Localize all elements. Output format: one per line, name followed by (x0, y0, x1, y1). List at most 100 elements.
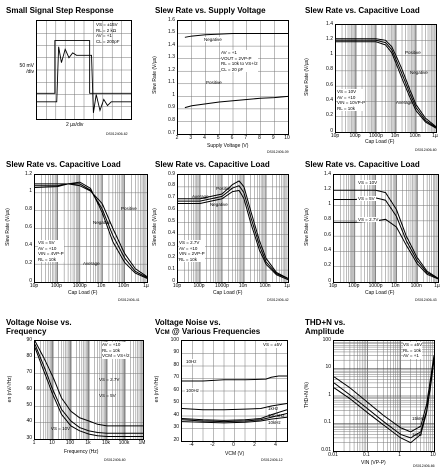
grid-lines (178, 175, 288, 282)
y-tick-label: 0.8 (168, 116, 175, 123)
x-tick-label: 0 (232, 442, 235, 448)
y-tick-label: 90 (173, 349, 179, 355)
y-tick-label: 1.2 (326, 35, 333, 42)
series-line-vs-10v (334, 189, 438, 279)
condition-line: AV = +10 (179, 245, 198, 251)
condition-line: VS = ±5V (263, 342, 283, 347)
y-tick-label: 60 (26, 385, 32, 392)
x-tick-label: 4 (203, 135, 206, 141)
condition-line: VIN = 4VP-P (38, 251, 64, 256)
y-tick-label: 0.01 (321, 446, 331, 453)
panel-thd-vs-amplitude: THD+N vs. Amplitude THD+N (%) VIN (VP-P)… (304, 318, 445, 473)
x-axis-label: Cap Load (F) (365, 139, 395, 145)
title-rest: @ Various Frequencies (169, 327, 261, 336)
condition-line: AV = +10 (102, 342, 121, 347)
series-line-other (334, 360, 434, 444)
condition-line: AV = +10 (38, 245, 57, 251)
x-tick-label: 1µ (434, 283, 440, 289)
label-positive: Positive (206, 80, 222, 85)
condition-line: VOUT = 2VP-P (221, 55, 252, 61)
condition-line: RL = 2 kΩ (96, 27, 117, 33)
conditions-box: VS = 2.7V AV = +10 VIN = 2VP-P RL = 10k (179, 240, 205, 262)
y-tick-label: 100 (322, 336, 331, 343)
x-axis-label: VIN (VP-P) (361, 460, 386, 466)
condition-line: RL = 10k (179, 256, 197, 262)
conditions-box: VS = 10V AV = +10 VIN = 10VP-P RL = 10k (337, 89, 366, 111)
x-tick-label: 0.1 (362, 452, 370, 458)
condition-line: VIN = 10VP-P (337, 100, 366, 105)
y-tick-label: 80 (173, 361, 179, 368)
y-tick-label: 10 (325, 364, 331, 370)
series-line-vs-2-7v (334, 218, 438, 280)
x-tick-label: 5 (216, 135, 220, 141)
x-tick-label: 1000p (215, 283, 229, 289)
condition-line: AV = +1 (221, 50, 237, 55)
figure-code: DS012406-62 (106, 132, 128, 136)
label-average: Average (396, 100, 413, 105)
x-tick-label: -4 (189, 442, 194, 448)
panel-title: THD+N vs. Amplitude (305, 318, 346, 336)
condition-line: AV = +1 (96, 33, 112, 38)
panel-noise-vs-vcm: Voltage Noise vs. VCM @ Various Frequenc… (154, 318, 300, 473)
noise-vcm-chart (182, 341, 287, 441)
panel-title: Small Signal Step Response (6, 6, 114, 15)
grid-lines (178, 21, 288, 134)
y-tick-label: 30 (173, 424, 179, 430)
y-tick-label: 0.7 (168, 194, 175, 201)
series-line-15khz (334, 355, 434, 433)
y-axis-label: Slew Rate (V/µs) (5, 208, 11, 246)
y-tick-label: 0 (29, 277, 32, 284)
x-tick-label: 100p (193, 283, 205, 289)
y-tick-label: 0.8 (326, 66, 333, 73)
plot-area (36, 20, 132, 120)
condition-line: AV = +10 (337, 94, 356, 100)
x-tick-label: 10k (101, 440, 111, 446)
grid-lines (336, 25, 436, 132)
condition-line: CL = 200pF (96, 38, 120, 44)
x-tick-label: 100n (409, 133, 421, 139)
label-average: Average (192, 194, 209, 199)
y-tick-label: 1 (330, 51, 333, 58)
title-cm: CM (160, 330, 170, 336)
x-tick-label: 10 (430, 452, 436, 458)
y-tick-label: 1 (172, 91, 175, 98)
x-tick-label: 100 (65, 440, 75, 446)
figure-code: DS012406-60 (104, 458, 126, 462)
condition-line: RL = 10k (38, 256, 56, 262)
series-line-1khz (182, 409, 287, 421)
panel-slew-cap-10v: Slew Rate vs. Capacitive Load Slew Rate … (304, 6, 445, 156)
condition-line: VS = ±5V (403, 342, 423, 347)
series-line-positive (336, 38, 436, 128)
y-tick-label: 1.6 (168, 16, 175, 23)
x-tick-label: 100n (259, 283, 271, 289)
x-tick-label: 8 (258, 135, 261, 141)
y-tick-label: 40 (26, 418, 32, 425)
y-tick-label: 1.4 (324, 170, 331, 177)
figure-code: DS012406-66 (413, 464, 435, 468)
x-tick-label: 0.01 (328, 452, 338, 458)
slew-cap-5v-chart (35, 175, 147, 282)
condition-line: VS = 10V (337, 89, 357, 94)
y-tick-label: 50 (26, 401, 32, 408)
y-tick-label: 0.6 (324, 231, 331, 238)
y-tick-label: 40 (173, 411, 179, 418)
x-tick-label: 10n (97, 283, 106, 289)
y-tick-label: 1 (29, 188, 32, 195)
condition-line: AV = +1 (403, 353, 419, 358)
plot-area (177, 174, 289, 283)
y-tick-label: 0 (330, 127, 333, 134)
x-tick-label: 10 (49, 440, 55, 446)
y-axis-label: en (nV/√Hz) (154, 375, 160, 403)
x-tick-label: 1µ (432, 133, 438, 139)
y-tick-label: 0.2 (168, 253, 175, 260)
series-line-output (37, 46, 131, 113)
y-axis-label: Slew Rate (V/µs) (152, 208, 158, 246)
thd-amplitude-chart (334, 341, 434, 451)
y-axis-label: Slew Rate (V/µs) (152, 56, 158, 94)
label-vs10: VS = 10V (51, 426, 71, 431)
y-tick-label: 0.4 (168, 229, 175, 236)
series-line-100hz (182, 403, 287, 411)
y-tick-label: 60 (173, 386, 179, 393)
condition-line: VIN = 2VP-P (179, 251, 205, 256)
y-tick-label: 0 (172, 277, 175, 284)
